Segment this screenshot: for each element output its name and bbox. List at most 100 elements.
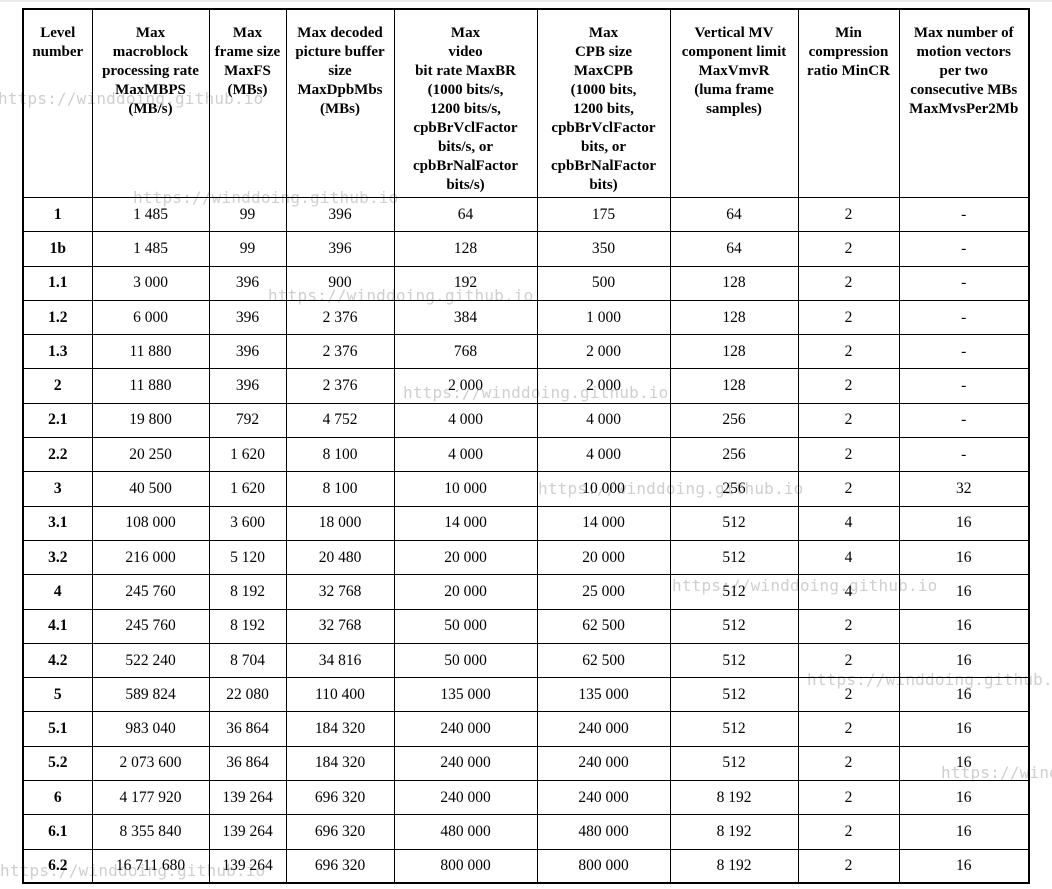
level-number-cell: 3: [22, 471, 93, 507]
limit-value-cell: 16: [898, 814, 1030, 850]
limit-value-cell: 8 192: [669, 848, 799, 884]
limit-value-cell: 20 000: [393, 574, 538, 610]
limit-value-cell: 16: [898, 780, 1030, 816]
table-row: 4.1 245 760 8 192 32 768 50 000 62 500 512 2 16: [22, 608, 1030, 644]
limit-value-cell: 128: [393, 231, 538, 267]
table-row: 2.2 20 250 1 620 8 100 4 000 4 000 256 2-: [22, 437, 1030, 473]
limit-value-cell: 50 000: [393, 642, 538, 679]
limit-value-cell: 128: [669, 299, 799, 336]
limit-value-cell: 16: [898, 505, 1030, 541]
limit-value-cell: 16: [898, 608, 1030, 644]
limit-value-cell: 2: [797, 814, 900, 850]
limit-value-cell: 2 000: [393, 368, 538, 404]
limit-value-cell: 128: [669, 368, 799, 404]
limit-value-cell: 256: [669, 437, 799, 473]
limit-value-cell: 240 000: [536, 711, 671, 747]
level-number-cell: 4.1: [22, 608, 93, 644]
limit-value-cell: 4: [797, 505, 900, 541]
header-max-fs: Max frame size MaxFS (MBs): [208, 8, 287, 198]
level-number-cell: 6.2: [22, 848, 93, 884]
limit-value-cell: 16: [898, 711, 1030, 747]
limit-value-cell: 2 376: [285, 368, 395, 404]
limit-value-cell: 2: [797, 848, 900, 884]
limit-value-cell: 240 000: [393, 711, 538, 747]
header-max-br: Max video bit rate MaxBR (1000 bits/s, 1…: [393, 8, 538, 198]
limit-value-cell: 62 500: [536, 608, 671, 644]
limit-value-cell: 2: [797, 368, 900, 404]
limit-value-cell: 36 864: [208, 711, 287, 747]
level-number-cell: 1.1: [22, 265, 93, 301]
limit-value-cell: -: [898, 437, 1030, 473]
limit-value-cell: 1 485: [91, 196, 210, 233]
limit-value-cell: 2: [797, 196, 900, 233]
limit-value-cell: 2: [797, 642, 900, 679]
limit-value-cell: 4 000: [393, 437, 538, 473]
level-number-cell: 2.1: [22, 402, 93, 439]
limit-value-cell: 184 320: [285, 711, 395, 747]
level-number-cell: 3.1: [22, 505, 93, 541]
table-row: 1.1 3 000 396 900 192 500 128 2-: [22, 265, 1030, 301]
level-number-cell: 5.1: [22, 711, 93, 747]
limit-value-cell: 512: [669, 677, 799, 713]
limit-value-cell: 32: [898, 471, 1030, 507]
limit-value-cell: 64: [669, 231, 799, 267]
limit-value-cell: 4: [797, 539, 900, 576]
limit-value-cell: 2 000: [536, 368, 671, 404]
limit-value-cell: 240 000: [393, 745, 538, 782]
limit-value-cell: 256: [669, 471, 799, 507]
limit-value-cell: 36 864: [208, 745, 287, 782]
limit-value-cell: -: [898, 265, 1030, 301]
limit-value-cell: 500: [536, 265, 671, 301]
limit-value-cell: 2: [797, 677, 900, 713]
table-header: Level number Max macroblock processing r…: [22, 8, 1030, 198]
limit-value-cell: 350: [536, 231, 671, 267]
limit-value-cell: 16: [898, 539, 1030, 576]
limit-value-cell: 20 000: [393, 539, 538, 576]
limit-value-cell: 16: [898, 574, 1030, 610]
limit-value-cell: 40 500: [91, 471, 210, 507]
limit-value-cell: 11 880: [91, 334, 210, 370]
limit-value-cell: 800 000: [536, 848, 671, 884]
header-row: Level number Max macroblock processing r…: [22, 8, 1030, 198]
level-number-cell: 6.1: [22, 814, 93, 850]
header-max-vmvr: Vertical MV component limit MaxVmvR (lum…: [669, 8, 799, 198]
limit-value-cell: 2: [797, 711, 900, 747]
limit-value-cell: 792: [208, 402, 287, 439]
limit-value-cell: -: [898, 299, 1030, 336]
limit-value-cell: 8 704: [208, 642, 287, 679]
level-number-cell: 3.2: [22, 539, 93, 576]
level-number-cell: 4.2: [22, 642, 93, 679]
limit-value-cell: 62 500: [536, 642, 671, 679]
limit-value-cell: 110 400: [285, 677, 395, 713]
limit-value-cell: 34 816: [285, 642, 395, 679]
header-level-number: Level number: [22, 8, 93, 198]
limit-value-cell: 8 192: [208, 574, 287, 610]
limit-value-cell: 16: [898, 745, 1030, 782]
limit-value-cell: 396: [208, 368, 287, 404]
limit-value-cell: 512: [669, 539, 799, 576]
limit-value-cell: 900: [285, 265, 395, 301]
limit-value-cell: 4 000: [536, 402, 671, 439]
limit-value-cell: 8 100: [285, 471, 395, 507]
limit-value-cell: 8 192: [669, 780, 799, 816]
limit-value-cell: 696 320: [285, 780, 395, 816]
limit-value-cell: 25 000: [536, 574, 671, 610]
limit-value-cell: 1 620: [208, 437, 287, 473]
limit-value-cell: 128: [669, 334, 799, 370]
page-top-edge: [0, 0, 1052, 2]
limit-value-cell: 128: [669, 265, 799, 301]
header-min-cr: Min compression ratio MinCR: [797, 8, 900, 198]
limit-value-cell: 32 768: [285, 574, 395, 610]
limit-value-cell: 480 000: [393, 814, 538, 850]
limit-value-cell: 99: [208, 231, 287, 267]
limit-value-cell: 983 040: [91, 711, 210, 747]
limit-value-cell: 14 000: [536, 505, 671, 541]
limit-value-cell: 2 000: [536, 334, 671, 370]
limit-value-cell: 8 192: [208, 608, 287, 644]
limit-value-cell: -: [898, 334, 1030, 370]
limit-value-cell: 22 080: [208, 677, 287, 713]
limit-value-cell: 2: [797, 231, 900, 267]
table-row: 4.2 522 240 8 704 34 816 50 000 62 500 512 2 16: [22, 642, 1030, 679]
table-row: 3.2 216 000 5 120 20 480 20 000 20 000 512 4 16: [22, 539, 1030, 576]
